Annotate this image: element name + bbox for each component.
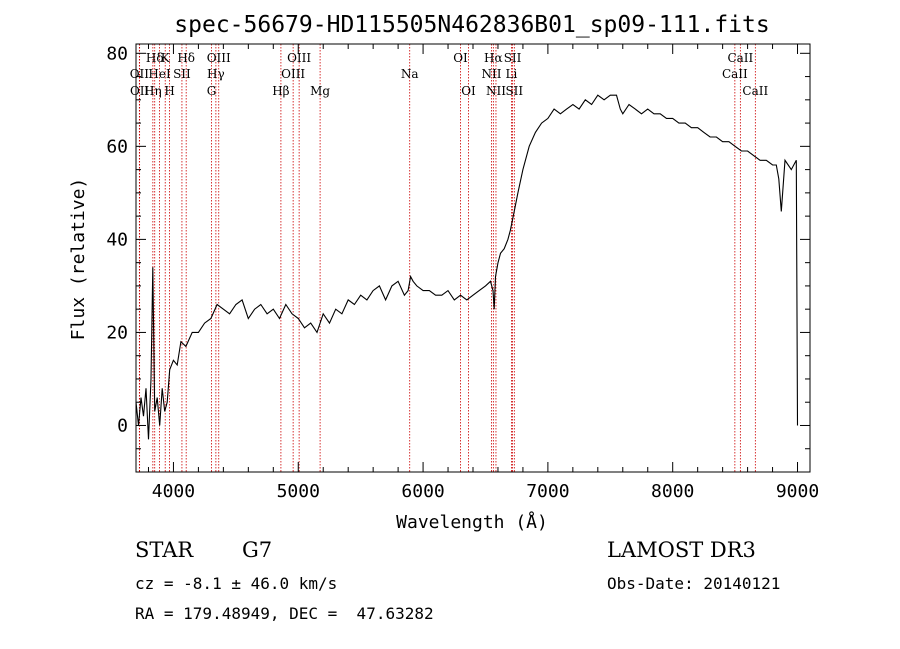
line-label-18: OI — [461, 84, 476, 98]
line-label-17: OI — [453, 51, 468, 65]
survey-name: LAMOST DR3 — [607, 538, 756, 562]
spectral-subclass: G7 — [242, 538, 273, 562]
line-label-16: Na — [401, 67, 419, 81]
coordinates: RA = 179.48949, DEC = 47.63282 — [135, 604, 434, 623]
spectral-line-markers — [138, 44, 756, 472]
line-label-8: H — [164, 84, 174, 98]
line-label-26: CaII — [722, 67, 748, 81]
line-label-7: Hη — [144, 84, 162, 98]
x-tick-label-7000: 7000 — [526, 481, 569, 502]
line-label-12: OIII — [287, 51, 311, 65]
line-label-0: Hδ — [146, 51, 164, 65]
line-label-15: Mg — [310, 84, 330, 98]
plot-frame — [135, 43, 811, 473]
line-label-9: OIII — [207, 51, 231, 65]
x-tick-label-8000: 8000 — [651, 481, 694, 502]
line-label-6: SII — [173, 67, 191, 81]
line-label-4: Hδ — [177, 51, 195, 65]
line-label-19: Hα — [484, 51, 503, 65]
line-label-2: OII — [130, 84, 150, 98]
object-type: STAR — [135, 538, 194, 562]
y-tick-label-20: 20 — [106, 322, 128, 343]
y-tick-label-60: 60 — [106, 136, 128, 157]
chart-title: spec-56679-HD115505N462836B01_sp09-111.f… — [174, 12, 769, 38]
spectrum-line — [135, 94, 799, 440]
line-label-27: CaII — [742, 84, 768, 98]
line-label-13: OIII — [281, 67, 305, 81]
x-tick-label-5000: 5000 — [277, 481, 320, 502]
line-label-25: CaII — [727, 51, 753, 65]
y-tick-label-0: 0 — [117, 415, 128, 436]
line-label-20: SII — [504, 51, 522, 65]
redshift-velocity: cz = -8.1 ± 46.0 km/s — [135, 574, 338, 593]
line-label-23: NII — [486, 84, 506, 98]
line-label-5: HeI — [148, 67, 171, 81]
line-label-1: OII — [130, 67, 150, 81]
x-tick-label-9000: 9000 — [776, 481, 819, 502]
x-tick-label-6000: 6000 — [401, 481, 444, 502]
line-label-21: NII — [481, 67, 501, 81]
line-label-14: Hβ — [272, 84, 289, 98]
x-tick-label-4000: 4000 — [152, 481, 195, 502]
axis-ticks: 4000 5000 6000 7000 8000 9000 0 20 40 60 80 — [106, 43, 819, 502]
y-axis-label: Flux (relative) — [68, 178, 89, 341]
observation-date: Obs-Date: 20140121 — [607, 574, 781, 593]
line-label-22: Li — [506, 67, 518, 81]
y-tick-label-40: 40 — [106, 229, 128, 250]
line-label-24: SII — [505, 84, 523, 98]
y-tick-label-80: 80 — [106, 43, 128, 64]
line-label-11: G — [207, 84, 217, 98]
line-label-10: Hγ — [207, 67, 225, 81]
line-label-3: K — [161, 51, 171, 65]
x-axis-label: Wavelength (Å) — [396, 511, 548, 533]
